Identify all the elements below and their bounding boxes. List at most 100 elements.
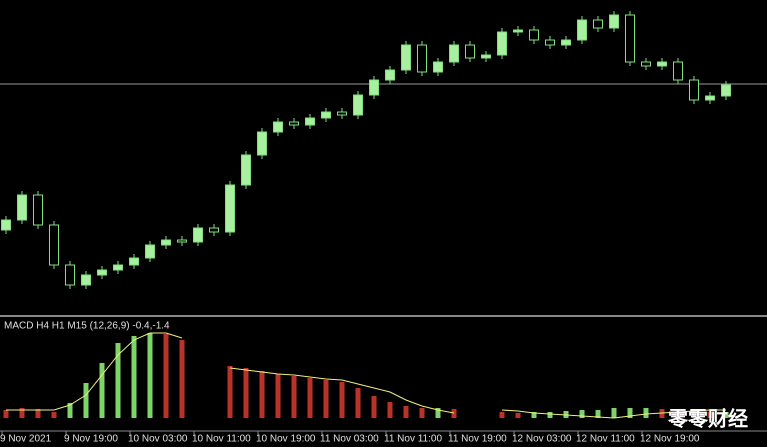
candle-body: [337, 111, 347, 116]
macd-bar: [355, 388, 361, 418]
macd-bar: [531, 412, 537, 418]
time-label: 11 Nov 03:00: [320, 434, 379, 445]
macd-bar: [627, 408, 633, 418]
candle-body: [241, 154, 251, 186]
candle-body: [657, 61, 667, 67]
macd-bar: [611, 408, 617, 418]
macd-bar: [259, 371, 265, 418]
candle-body: [225, 184, 235, 233]
candle-body: [513, 29, 523, 33]
candle-body: [593, 19, 603, 29]
candle-body: [177, 239, 187, 243]
macd-bar: [227, 366, 233, 418]
watermark: 零零财经: [667, 406, 748, 430]
macd-bar: [67, 403, 73, 418]
macd-bar: [579, 410, 585, 418]
candle-body: [193, 227, 203, 243]
macd-bar: [131, 336, 137, 418]
time-label: 12 Nov 11:00: [576, 434, 635, 445]
candle-body: [577, 19, 587, 41]
macd-bar: [323, 380, 329, 418]
candle-body: [145, 244, 155, 259]
macd-bar: [371, 396, 377, 418]
candle-body: [497, 31, 507, 56]
macd-bar: [179, 340, 185, 418]
macd-bar: [51, 412, 57, 418]
candle-body: [689, 79, 699, 101]
macd-bar: [547, 412, 553, 418]
candle-body: [65, 264, 75, 286]
macd-bar: [435, 408, 441, 418]
candle-body: [449, 44, 459, 63]
candle-body: [273, 121, 283, 133]
macd-label: MACD H4 H1 M15 (12,26,9) -0.4,-1.4: [4, 321, 170, 332]
macd-bar: [499, 412, 505, 418]
time-label: 10 Nov 03:00: [128, 434, 188, 445]
macd-bar: [3, 410, 9, 418]
macd-bar: [83, 383, 89, 418]
macd-bar: [163, 334, 169, 418]
candle-body: [305, 117, 315, 126]
macd-bar: [403, 406, 409, 418]
candle-body: [81, 274, 91, 286]
time-label: 9 Nov 2021: [0, 434, 52, 445]
macd-bar: [243, 368, 249, 418]
candle-body: [257, 131, 267, 156]
macd-bar: [643, 408, 649, 418]
macd-bar: [419, 408, 425, 418]
candle-body: [641, 61, 651, 67]
macd-signal-line: [229, 367, 455, 414]
time-label: 10 Nov 11:00: [192, 434, 251, 445]
macd-bar: [595, 410, 601, 418]
macd-bar: [19, 408, 25, 418]
candle-body: [529, 29, 539, 41]
macd-signal-line: [6, 332, 183, 411]
candle-body: [721, 84, 731, 97]
macd-bar: [275, 374, 281, 418]
macd-bar: [451, 409, 457, 418]
macd-bar: [339, 382, 345, 418]
macd-bar: [147, 333, 153, 418]
macd-bar: [387, 402, 393, 418]
candle-body: [161, 239, 171, 246]
candle-body: [1, 219, 11, 231]
candle-body: [705, 95, 715, 101]
candle-body: [673, 61, 683, 81]
candle-body: [129, 257, 139, 266]
candle-body: [369, 79, 379, 96]
candle-body: [433, 61, 443, 73]
time-label: 12 Nov 03:00: [512, 434, 572, 445]
macd-bar: [307, 378, 313, 418]
macd-bar: [99, 363, 105, 418]
candle-body: [385, 69, 395, 81]
candle-body: [353, 94, 363, 116]
candle-body: [289, 121, 299, 126]
candle-body: [113, 264, 123, 271]
macd-bar: [291, 376, 297, 418]
candle-body: [609, 14, 619, 29]
macd-bar: [35, 409, 41, 418]
candle-body: [545, 39, 555, 46]
candle-body: [321, 111, 331, 119]
macd-bar: [723, 412, 729, 418]
macd-bar: [515, 413, 521, 418]
time-label: 9 Nov 19:00: [64, 434, 118, 445]
macd-bar: [675, 410, 681, 418]
candle-body: [33, 194, 43, 226]
candle-body: [401, 44, 411, 71]
time-label: 12 Nov 19:00: [640, 434, 700, 445]
candle-body: [49, 224, 59, 266]
candle-body: [481, 54, 491, 59]
macd-bar: [691, 411, 697, 418]
candle-body: [417, 44, 427, 73]
macd-bar: [115, 343, 121, 418]
macd-signal-line: [501, 409, 726, 419]
time-label: 11 Nov 19:00: [448, 434, 507, 445]
time-label: 10 Nov 19:00: [256, 434, 316, 445]
candle-body: [17, 194, 27, 221]
candle-body: [625, 14, 635, 63]
time-label: 11 Nov 11:00: [384, 434, 442, 445]
candle-body: [209, 227, 219, 233]
